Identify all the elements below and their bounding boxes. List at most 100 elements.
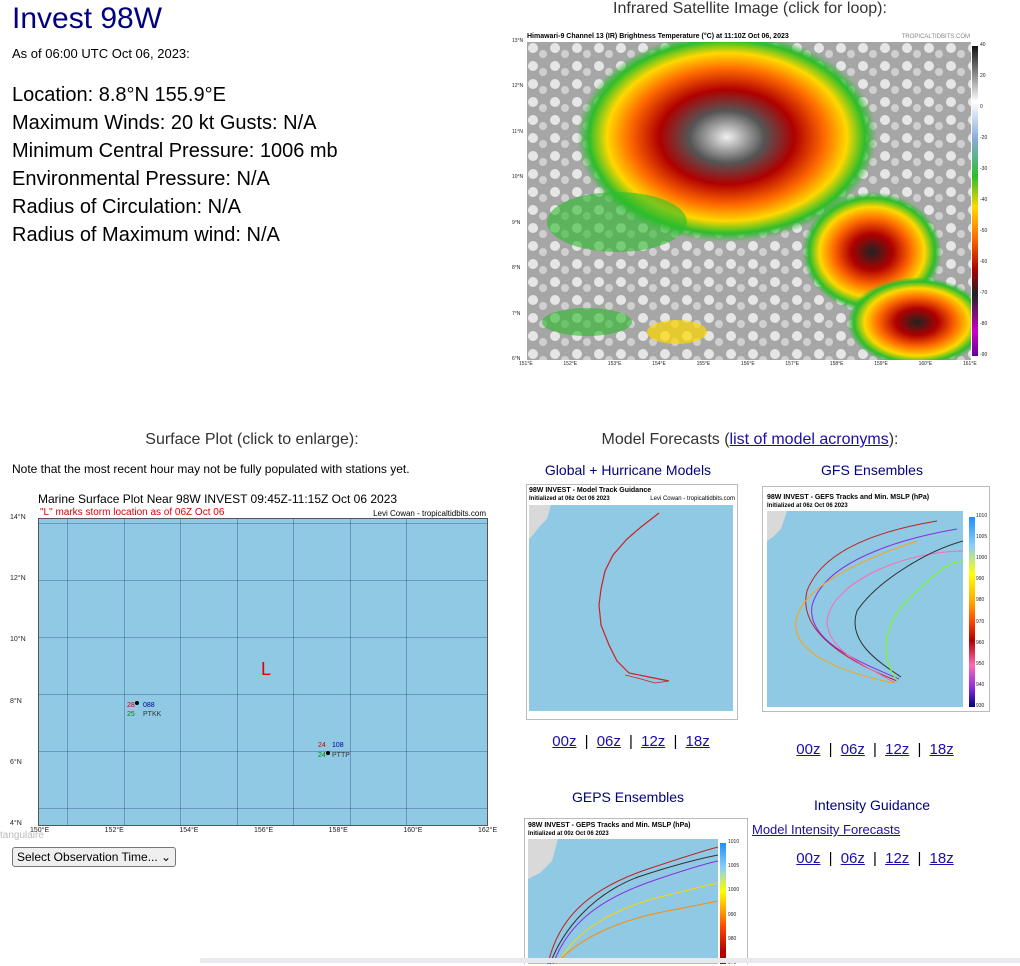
storm-title: Invest 98W xyxy=(12,2,163,35)
satellite-lon-label: 154°E xyxy=(652,361,666,367)
surface-lat-label: 14°N xyxy=(10,514,26,521)
satellite-lon-label: 156°E xyxy=(741,361,755,367)
intensity-run-18z[interactable]: 18z xyxy=(929,850,954,867)
geps-mslp-scale xyxy=(720,843,726,964)
satellite-lon-label: 158°E xyxy=(829,361,844,367)
global-run-00z[interactable]: 00z xyxy=(552,733,577,750)
gfs-scale-label: 1005 xyxy=(976,534,988,541)
intensity-guidance-title: Intensity Guidance xyxy=(814,797,930,813)
surface-lon-labels: 150°E 152°E 154°E 156°E 158°E 160°E 162°E xyxy=(30,827,497,837)
intensity-run-00z[interactable]: 00z xyxy=(796,850,821,867)
surface-map-credit: Levi Cowan - tropicaltidbits.com xyxy=(373,509,486,518)
geps-ensembles-title: GEPS Ensembles xyxy=(571,789,685,805)
satellite-lat-labels: 13°N 12°N 11°N 10°N 9°N 8°N 7°N 6°N xyxy=(512,38,526,362)
surface-grid-line xyxy=(39,808,487,809)
gfs-run-12z[interactable]: 12z xyxy=(885,741,910,758)
station-pressure-pttp: 108 xyxy=(332,742,344,749)
run-separator: | xyxy=(580,733,593,750)
global-map-subtitle: Initialized at 06z Oct 06 2023 xyxy=(529,496,610,502)
global-run-06z[interactable]: 06z xyxy=(596,733,621,750)
satellite-lon-label: 161°E xyxy=(963,361,977,367)
gfs-run-06z[interactable]: 06z xyxy=(840,741,865,758)
satellite-scale-label: 40 xyxy=(980,42,986,48)
run-separator: | xyxy=(624,733,638,750)
gfs-scale-label: 1000 xyxy=(976,555,988,562)
surface-grid-line xyxy=(67,519,68,825)
satellite-image[interactable]: Himawari-9 Channel 13 (IR) Brightness Te… xyxy=(512,30,988,370)
surface-map-title: Marine Surface Plot Near 98W INVEST 09:4… xyxy=(38,492,398,506)
intensity-run-06z[interactable]: 06z xyxy=(840,850,865,867)
gfs-mslp-scale xyxy=(969,517,975,707)
surface-grid-line xyxy=(349,519,351,825)
satellite-lat-label: 9°N xyxy=(512,219,521,226)
satellite-lat-label: 6°N xyxy=(512,356,521,362)
satellite-lat-label: 13°N xyxy=(512,38,524,44)
gfs-ensembles-image[interactable]: 98W INVEST - GEFS Tracks and Min. MSLP (… xyxy=(762,486,990,712)
satellite-lat-label: 8°N xyxy=(512,265,521,272)
geps-ensembles-image[interactable]: 98W INVEST - GEPS Tracks and Min. MSLP (… xyxy=(524,818,748,966)
gfs-run-18z[interactable]: 18z xyxy=(929,741,954,758)
satellite-scale-label: -20 xyxy=(980,135,988,141)
geps-scale-label: 1010 xyxy=(728,839,740,845)
gfs-ensemble-tracks xyxy=(767,511,963,707)
satellite-scale-label: -40 xyxy=(980,197,988,203)
station-dew-pttp: 24 xyxy=(318,752,326,759)
station-temp-ptkk: 28 xyxy=(127,702,135,709)
station-dot-ptkk xyxy=(135,701,139,705)
surface-lat-label: 4°N xyxy=(10,820,22,827)
surface-lon-label: 154°E xyxy=(179,827,199,834)
observation-time-select[interactable]: Select Observation Time... ⌄ xyxy=(12,847,177,867)
global-models-image[interactable]: 98W INVEST - Model Track Guidance Initia… xyxy=(526,484,738,720)
storm-radius-max-wind: Radius of Maximum wind: N/A xyxy=(12,224,280,246)
storm-location-marker: L xyxy=(261,659,272,679)
satellite-scale-label: -60 xyxy=(980,259,988,265)
satellite-lon-label: 160°E xyxy=(918,361,933,367)
gfs-scale-label: 990 xyxy=(976,576,985,583)
surface-grid-line xyxy=(293,519,294,825)
gfs-scale-label: 1010 xyxy=(976,513,988,519)
satellite-lon-label: 159°E xyxy=(874,361,888,367)
global-map-credit: Levi Cowan - tropicaltidbits.com xyxy=(650,496,735,502)
run-separator: | xyxy=(868,850,882,867)
horizontal-scrollbar[interactable] xyxy=(200,958,1020,963)
gfs-scale-label: 980 xyxy=(976,597,985,604)
overflow-text: tangulaire xyxy=(0,830,44,841)
model-caption-prefix: Model Forecasts ( xyxy=(601,431,730,448)
satellite-lon-labels: 151°E 152°E 153°E 154°E 155°E 156°E 157°E 158°E… xyxy=(519,361,977,369)
satellite-lon-label: 151°E xyxy=(519,361,533,367)
global-run-12z[interactable]: 12z xyxy=(641,733,666,750)
satellite-scale-label: 20 xyxy=(980,73,986,79)
geps-scale-label: 1000 xyxy=(728,887,740,894)
station-pressure-ptkk: 088 xyxy=(143,702,155,709)
station-dew-ptkk: 25 xyxy=(127,711,135,718)
gfs-ensembles-title: GFS Ensembles xyxy=(821,462,923,478)
satellite-lat-label: 12°N xyxy=(512,83,524,90)
surface-lon-label: 162°E xyxy=(478,827,498,834)
gfs-run-00z[interactable]: 00z xyxy=(796,741,821,758)
run-separator: | xyxy=(868,741,882,758)
global-models-title: Global + Hurricane Models xyxy=(544,462,712,478)
surface-lat-label: 12°N xyxy=(10,575,26,583)
geps-scale-label: 980 xyxy=(728,935,737,942)
station-label-ptkk: PTKK xyxy=(143,711,162,718)
satellite-lon-label: 153°E xyxy=(607,361,622,367)
global-run-18z[interactable]: 18z xyxy=(685,733,710,750)
satellite-scale-label: -90 xyxy=(980,352,988,358)
satellite-lat-label: 10°N xyxy=(512,174,524,181)
satellite-caption: Infrared Satellite Image (click for loop… xyxy=(613,0,887,17)
surface-lon-label: 150°E xyxy=(30,827,50,834)
surface-grid-line xyxy=(39,751,487,752)
model-forecasts-caption: Model Forecasts (list of model acronyms)… xyxy=(520,431,980,449)
surface-map-ocean: L PTKK 28 25 088 PTTP 24 24 108 xyxy=(38,518,488,826)
gfs-mslp-scale-labels: 1010 1005 1000 990 980 970 960 950 940 930 xyxy=(976,513,988,709)
satellite-scale-label: -30 xyxy=(980,166,988,172)
gfs-scale-label: 960 xyxy=(976,639,985,646)
surface-plot[interactable]: Marine Surface Plot Near 98W INVEST 09:4… xyxy=(10,490,497,834)
satellite-lon-label: 155°E xyxy=(696,361,711,367)
run-separator: | xyxy=(913,741,926,758)
intensity-run-12z[interactable]: 12z xyxy=(885,850,910,867)
satellite-color-scale xyxy=(972,46,978,356)
model-intensity-forecasts-link[interactable]: Model Intensity Forecasts xyxy=(752,822,901,837)
surface-lon-label: 160°E xyxy=(403,827,423,834)
model-acronyms-link[interactable]: list of model acronyms xyxy=(729,431,889,448)
